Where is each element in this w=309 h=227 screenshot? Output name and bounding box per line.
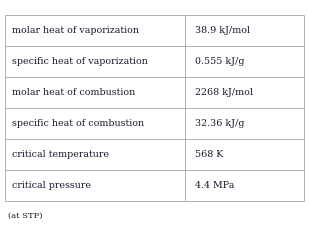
Text: critical temperature: critical temperature xyxy=(12,150,109,159)
Text: 4.4 MPa: 4.4 MPa xyxy=(195,181,234,190)
Text: 568 K: 568 K xyxy=(195,150,223,159)
Text: 32.36 kJ/g: 32.36 kJ/g xyxy=(195,119,244,128)
Text: (at STP): (at STP) xyxy=(8,212,42,220)
Text: specific heat of combustion: specific heat of combustion xyxy=(12,119,145,128)
Text: molar heat of vaporization: molar heat of vaporization xyxy=(12,26,139,35)
Text: molar heat of combustion: molar heat of combustion xyxy=(12,88,136,97)
Text: critical pressure: critical pressure xyxy=(12,181,91,190)
Text: 38.9 kJ/mol: 38.9 kJ/mol xyxy=(195,26,250,35)
Text: 2268 kJ/mol: 2268 kJ/mol xyxy=(195,88,253,97)
Text: 0.555 kJ/g: 0.555 kJ/g xyxy=(195,57,244,66)
Text: specific heat of vaporization: specific heat of vaporization xyxy=(12,57,148,66)
